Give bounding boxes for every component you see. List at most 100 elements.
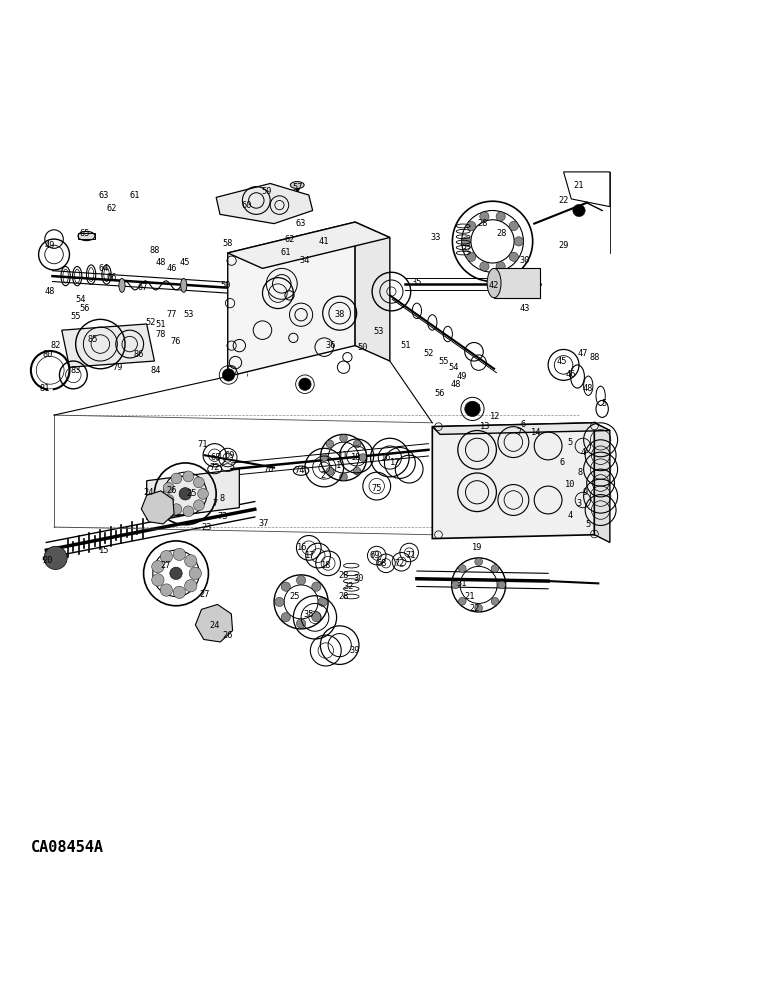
Text: 27: 27 [161,561,171,570]
Text: 24: 24 [143,488,154,497]
Text: 68: 68 [377,559,388,568]
Circle shape [498,581,506,589]
Bar [494,268,540,298]
Circle shape [340,434,347,442]
Text: 27: 27 [199,590,210,599]
Circle shape [163,494,174,505]
Text: 62: 62 [284,235,295,244]
Text: 52: 52 [145,318,156,327]
Text: 52: 52 [423,349,434,358]
Text: 63: 63 [99,191,110,200]
Polygon shape [195,604,232,642]
Text: 10: 10 [564,480,575,489]
Text: 86: 86 [134,350,144,359]
Circle shape [185,555,197,567]
Text: 49: 49 [45,241,56,250]
Circle shape [465,401,480,417]
Circle shape [312,613,321,622]
Text: 1: 1 [336,461,340,470]
Text: 61: 61 [280,248,291,257]
Text: 58: 58 [222,239,233,248]
Circle shape [359,454,367,461]
Text: 17: 17 [305,551,316,560]
Text: 22: 22 [558,196,569,205]
Text: 3: 3 [577,499,581,508]
Circle shape [466,252,476,261]
Text: 53: 53 [184,310,195,319]
Text: 35: 35 [303,610,314,619]
Circle shape [573,204,585,217]
Text: 23: 23 [201,523,212,532]
Text: 54: 54 [76,295,86,304]
Text: 35: 35 [411,278,422,287]
Ellipse shape [119,278,125,292]
Text: 28: 28 [338,592,349,601]
Text: 43: 43 [520,304,530,313]
Text: 88: 88 [149,246,160,255]
Text: 39: 39 [350,646,361,655]
Text: 56: 56 [80,304,90,313]
Polygon shape [432,423,594,539]
Circle shape [459,565,466,572]
Circle shape [496,212,506,221]
Text: 84: 84 [151,366,161,375]
Circle shape [510,252,519,261]
Text: 29: 29 [558,241,569,250]
Circle shape [152,574,164,586]
Text: 4: 4 [567,511,572,520]
Circle shape [173,548,185,561]
Circle shape [475,604,482,612]
Text: 21: 21 [464,592,475,601]
Text: 30: 30 [354,574,364,583]
Text: 74: 74 [294,466,305,475]
Text: 42: 42 [489,281,499,290]
Text: 21: 21 [574,181,584,190]
Text: 18: 18 [320,561,331,570]
Text: 48: 48 [45,287,56,296]
Circle shape [354,467,361,475]
Circle shape [510,221,519,231]
Text: 67: 67 [137,283,148,292]
Circle shape [171,504,181,515]
Text: 50: 50 [357,343,368,352]
Text: 28: 28 [338,571,349,580]
Circle shape [296,576,306,585]
Ellipse shape [487,268,501,298]
Text: 38: 38 [334,310,345,319]
Circle shape [194,500,205,511]
Text: 45: 45 [557,357,567,366]
Text: 69: 69 [225,451,235,460]
Text: 16: 16 [297,543,308,552]
Text: 9: 9 [583,488,587,497]
Bar [78,233,95,239]
Polygon shape [228,222,355,376]
Text: 4: 4 [581,448,585,457]
Text: 55: 55 [70,312,81,321]
Circle shape [312,582,321,591]
Text: 82: 82 [50,341,61,350]
Text: 48: 48 [450,380,461,389]
Text: 71: 71 [405,551,416,560]
Text: 6: 6 [521,420,526,429]
Polygon shape [62,324,154,367]
Text: 78: 78 [155,330,166,339]
Text: 24: 24 [209,621,220,630]
Text: 32: 32 [344,582,354,591]
Circle shape [44,546,67,569]
Circle shape [183,471,194,482]
Text: 71: 71 [197,440,208,449]
Text: 28: 28 [477,219,488,228]
Text: 53: 53 [373,327,384,336]
Circle shape [170,567,182,580]
Text: 80: 80 [42,350,53,359]
Polygon shape [228,222,390,268]
Text: 40: 40 [300,380,310,389]
Circle shape [299,378,311,390]
Text: 85: 85 [87,335,98,344]
Text: 56: 56 [435,389,445,398]
Ellipse shape [290,182,304,188]
Text: 72: 72 [394,559,405,568]
Text: 41: 41 [472,404,482,413]
Text: 12: 12 [490,412,501,421]
Circle shape [163,482,174,493]
